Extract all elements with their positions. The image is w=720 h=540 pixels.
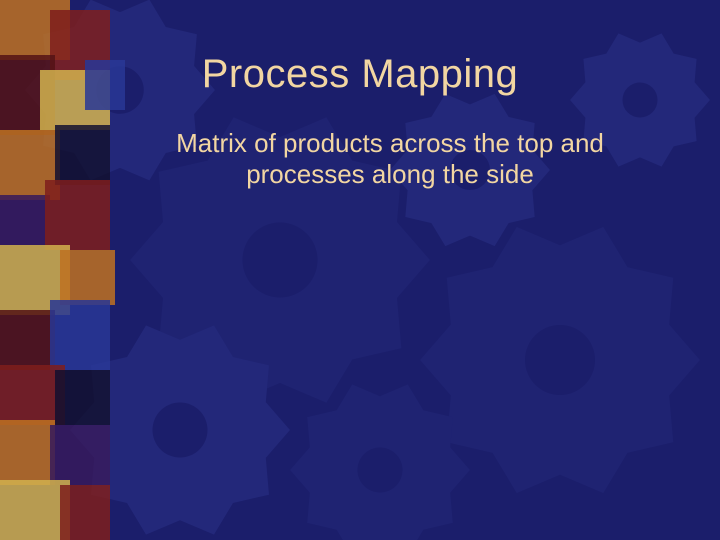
gear-hub [243, 223, 318, 298]
slide-title: Process Mapping [0, 52, 720, 97]
collage-block [0, 420, 55, 485]
collage-block [45, 180, 110, 250]
collage-block [0, 195, 50, 250]
collage-block [50, 425, 110, 485]
collage-block [55, 125, 110, 185]
gear-hub [153, 403, 208, 458]
collage-block [60, 250, 115, 305]
slide-body-text: Matrix of products across the top and pr… [120, 128, 660, 190]
slide: Process Mapping Matrix of products acros… [0, 0, 720, 540]
collage-block [60, 485, 110, 540]
collage-block [50, 300, 110, 370]
gear-hub [525, 325, 595, 395]
gear-hub [358, 448, 403, 493]
collage-block [55, 370, 110, 425]
collage-block [0, 310, 55, 370]
